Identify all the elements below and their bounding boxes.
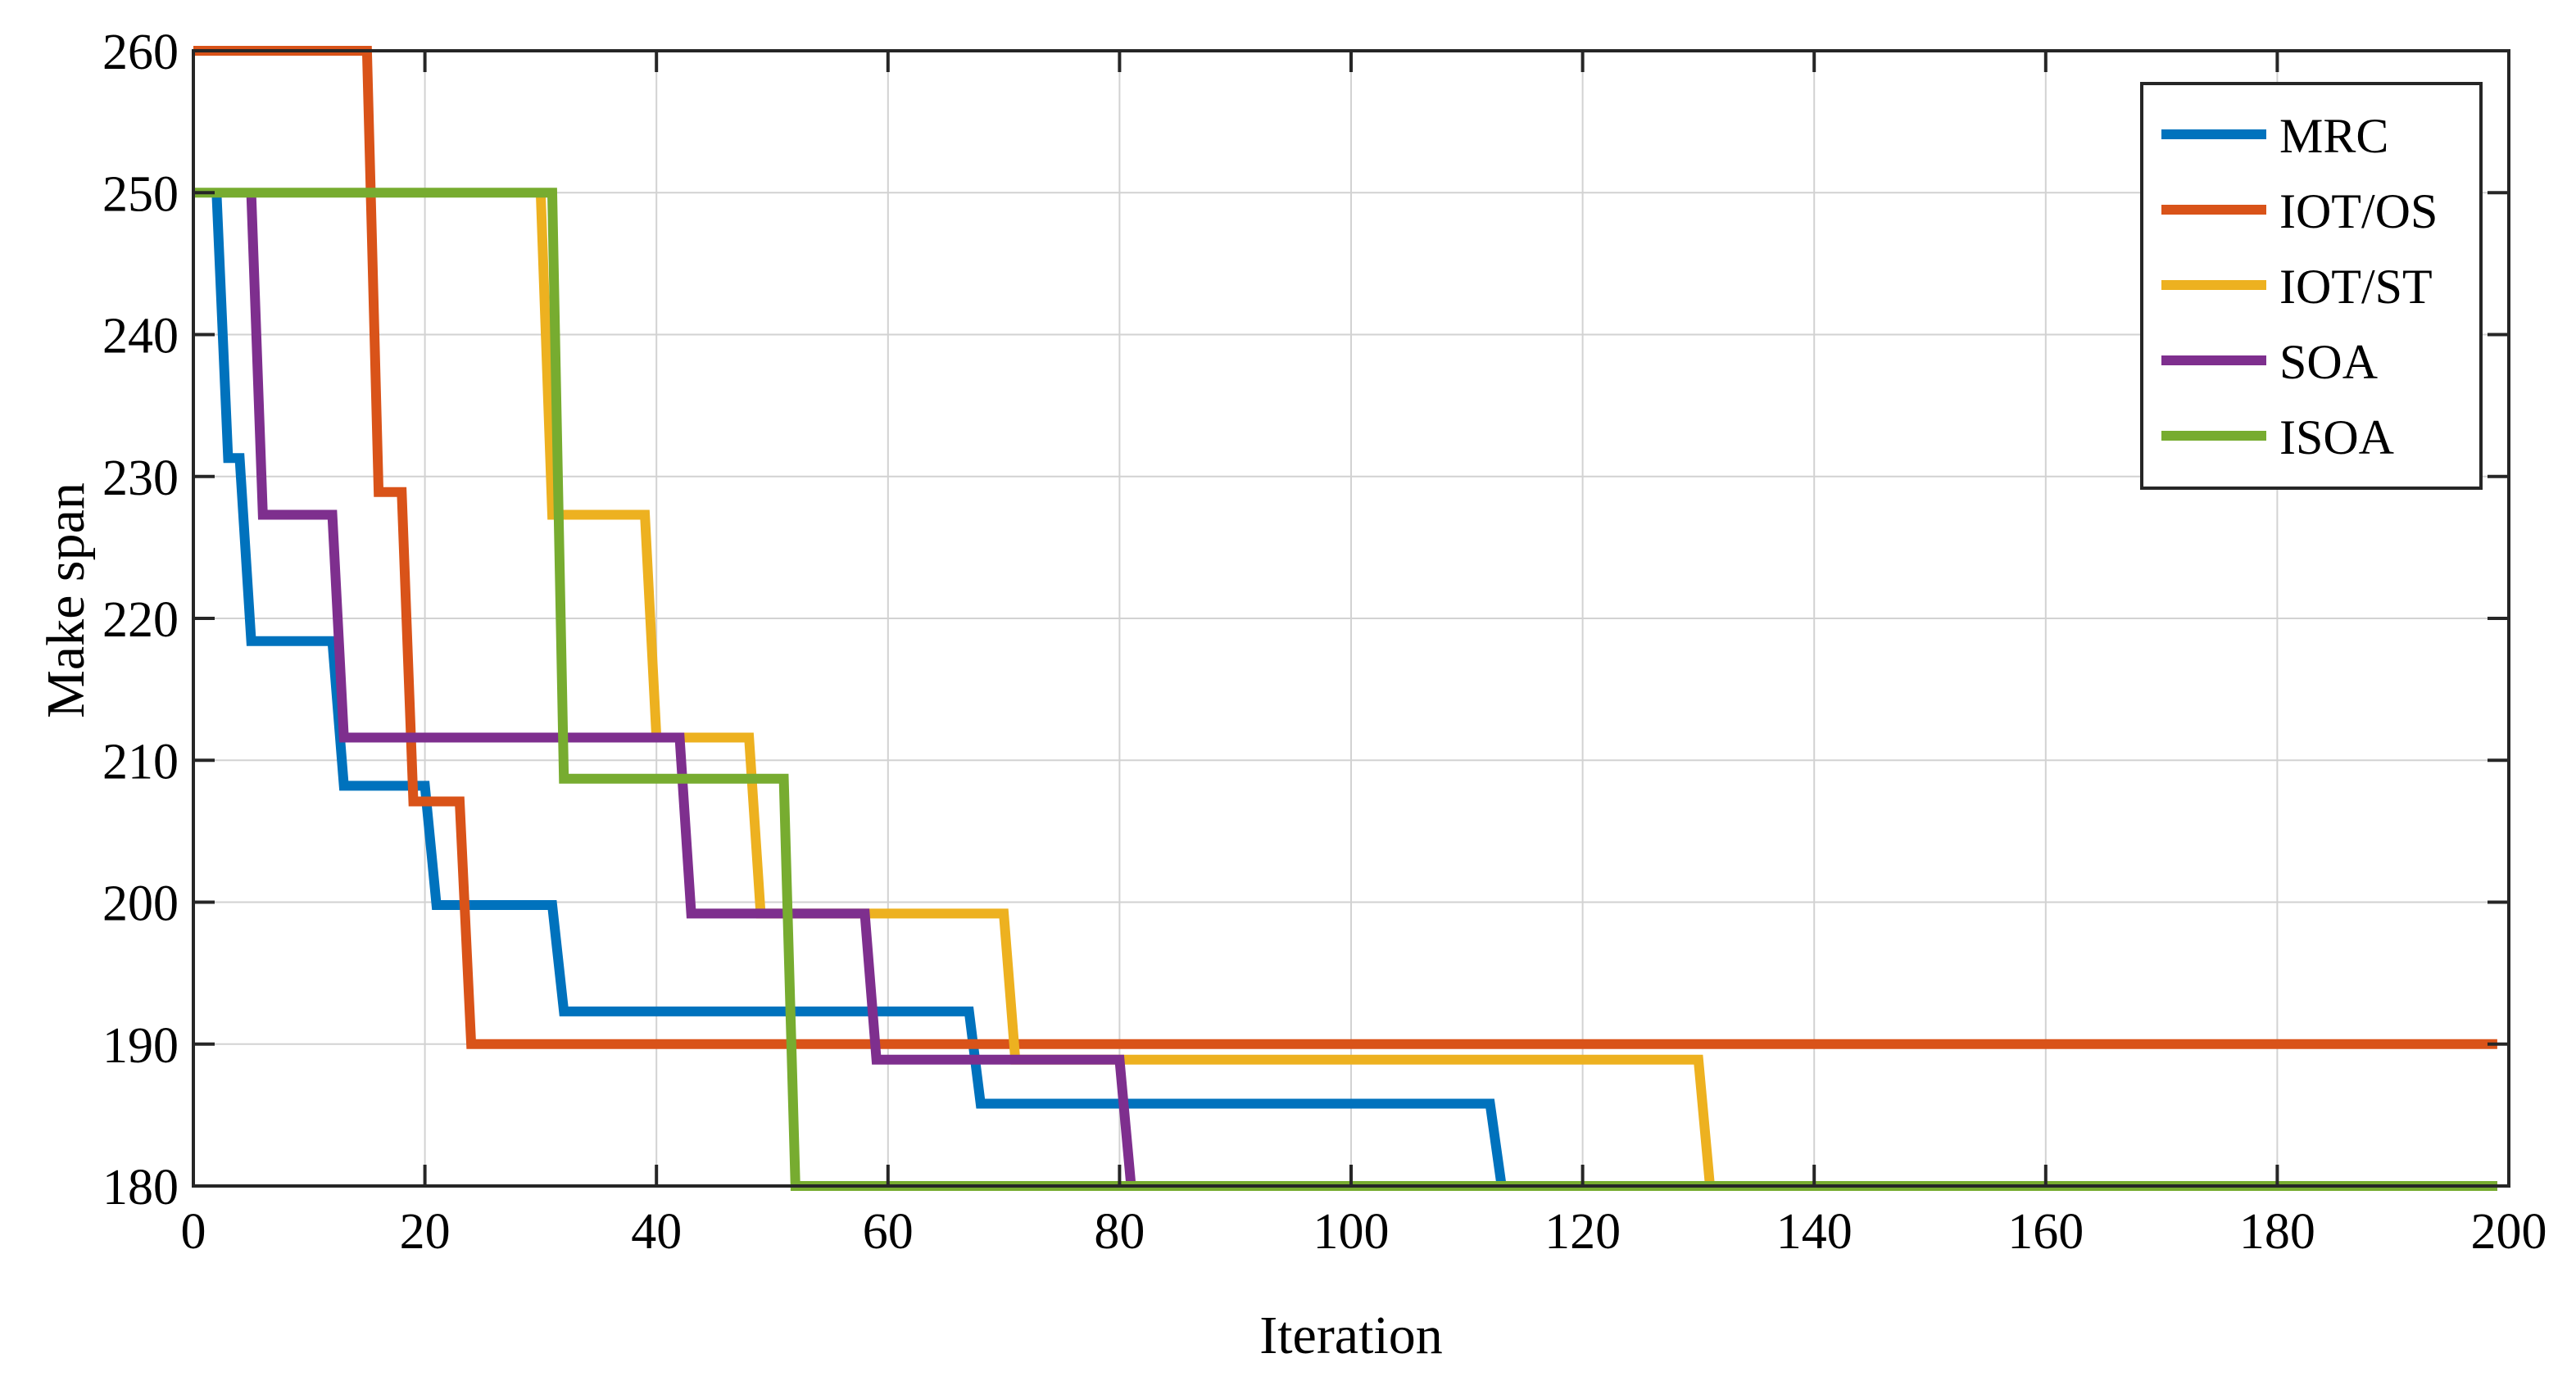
x-tick-label: 20 (400, 1204, 451, 1260)
series-lines (193, 46, 2497, 1191)
series-line-soa (246, 192, 2497, 1191)
y-tick-label: 260 (102, 25, 179, 80)
x-tick-label: 80 (1094, 1204, 1145, 1260)
y-axis-label: Make span (36, 482, 96, 718)
y-tick-label: 220 (102, 592, 179, 648)
axis-ticks: 0 20 40 60 80 100 120 140 160 180 200 180 190 200 210 2… (102, 25, 2547, 1260)
legend-label: ISOA (2279, 410, 2394, 464)
x-tick-label: 180 (2239, 1204, 2315, 1260)
y-tick-label: 230 (102, 450, 179, 506)
legend-label: IOT/ST (2279, 260, 2433, 314)
y-tick-label: 250 (102, 166, 179, 222)
y-tick-label: 240 (102, 309, 179, 364)
y-tick-label: 200 (102, 876, 179, 932)
x-tick-label: 40 (631, 1204, 682, 1260)
x-axis-label: Iteration (1259, 1306, 1443, 1365)
x-tick-label: 200 (2471, 1204, 2547, 1260)
x-tick-label: 60 (863, 1204, 914, 1260)
legend-label: MRC (2279, 109, 2388, 163)
x-tick-label: 120 (1544, 1204, 1621, 1260)
legend-label: IOT/OS (2279, 184, 2438, 238)
series-line-mrc (211, 192, 2497, 1191)
y-tick-label: 190 (102, 1018, 179, 1074)
x-tick-label: 100 (1313, 1204, 1390, 1260)
x-tick-label: 0 (181, 1204, 206, 1260)
legend: MRC IOT/OS IOT/ST SOA ISOA (2140, 82, 2483, 490)
series-line-iot-os (193, 46, 2497, 1049)
legend-label: SOA (2279, 335, 2378, 389)
y-tick-label: 210 (102, 734, 179, 790)
y-tick-label: 180 (102, 1160, 179, 1215)
x-tick-label: 160 (2007, 1204, 2084, 1260)
x-tick-label: 140 (1776, 1204, 1853, 1260)
